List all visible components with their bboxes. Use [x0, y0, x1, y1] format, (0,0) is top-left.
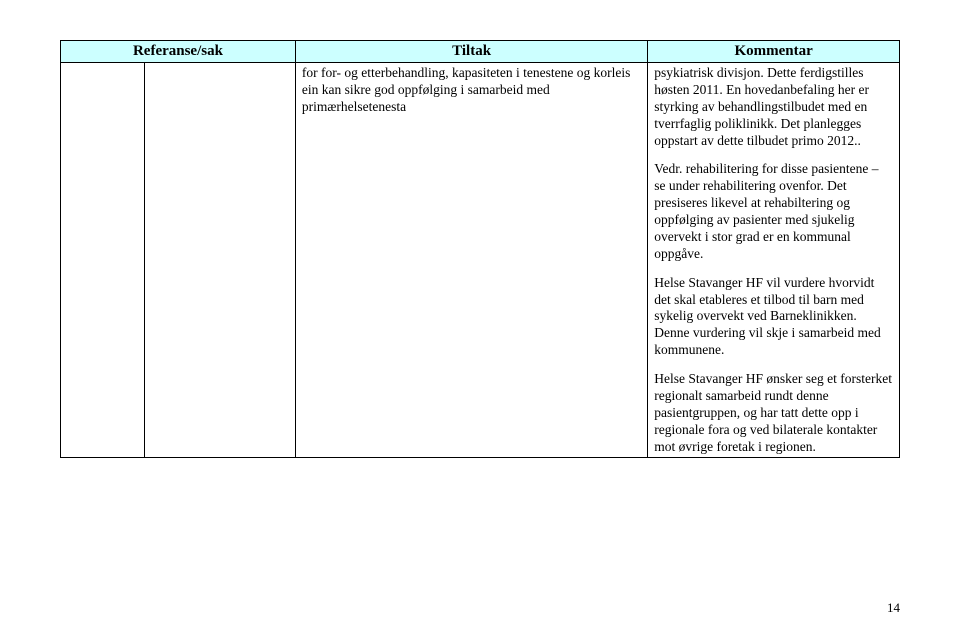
header-referanse: Referanse/sak [61, 41, 296, 63]
cell-ref-b [144, 63, 295, 458]
header-tiltak: Tiltak [295, 41, 647, 63]
document-table: Referanse/sak Tiltak Kommentar for for- … [60, 40, 900, 458]
kommentar-p2: Vedr. rehabilitering for disse pasienten… [654, 161, 893, 262]
kommentar-p1: psykiatrisk divisjon. Dette ferdigstille… [654, 65, 893, 149]
table-row: for for- og etterbehandling, kapasiteten… [61, 63, 900, 458]
cell-tiltak: for for- og etterbehandling, kapasiteten… [295, 63, 647, 458]
kommentar-p3: Helse Stavanger HF vil vurdere hvorvidt … [654, 275, 893, 359]
tiltak-text: for for- og etterbehandling, kapasiteten… [302, 65, 641, 116]
cell-kommentar: psykiatrisk divisjon. Dette ferdigstille… [648, 63, 900, 458]
table-header-row: Referanse/sak Tiltak Kommentar [61, 41, 900, 63]
cell-ref-a [61, 63, 145, 458]
kommentar-p4: Helse Stavanger HF ønsker seg et forster… [654, 371, 893, 455]
header-kommentar: Kommentar [648, 41, 900, 63]
page-number: 14 [887, 600, 900, 616]
kommentar-text: psykiatrisk divisjon. Dette ferdigstille… [654, 65, 893, 455]
